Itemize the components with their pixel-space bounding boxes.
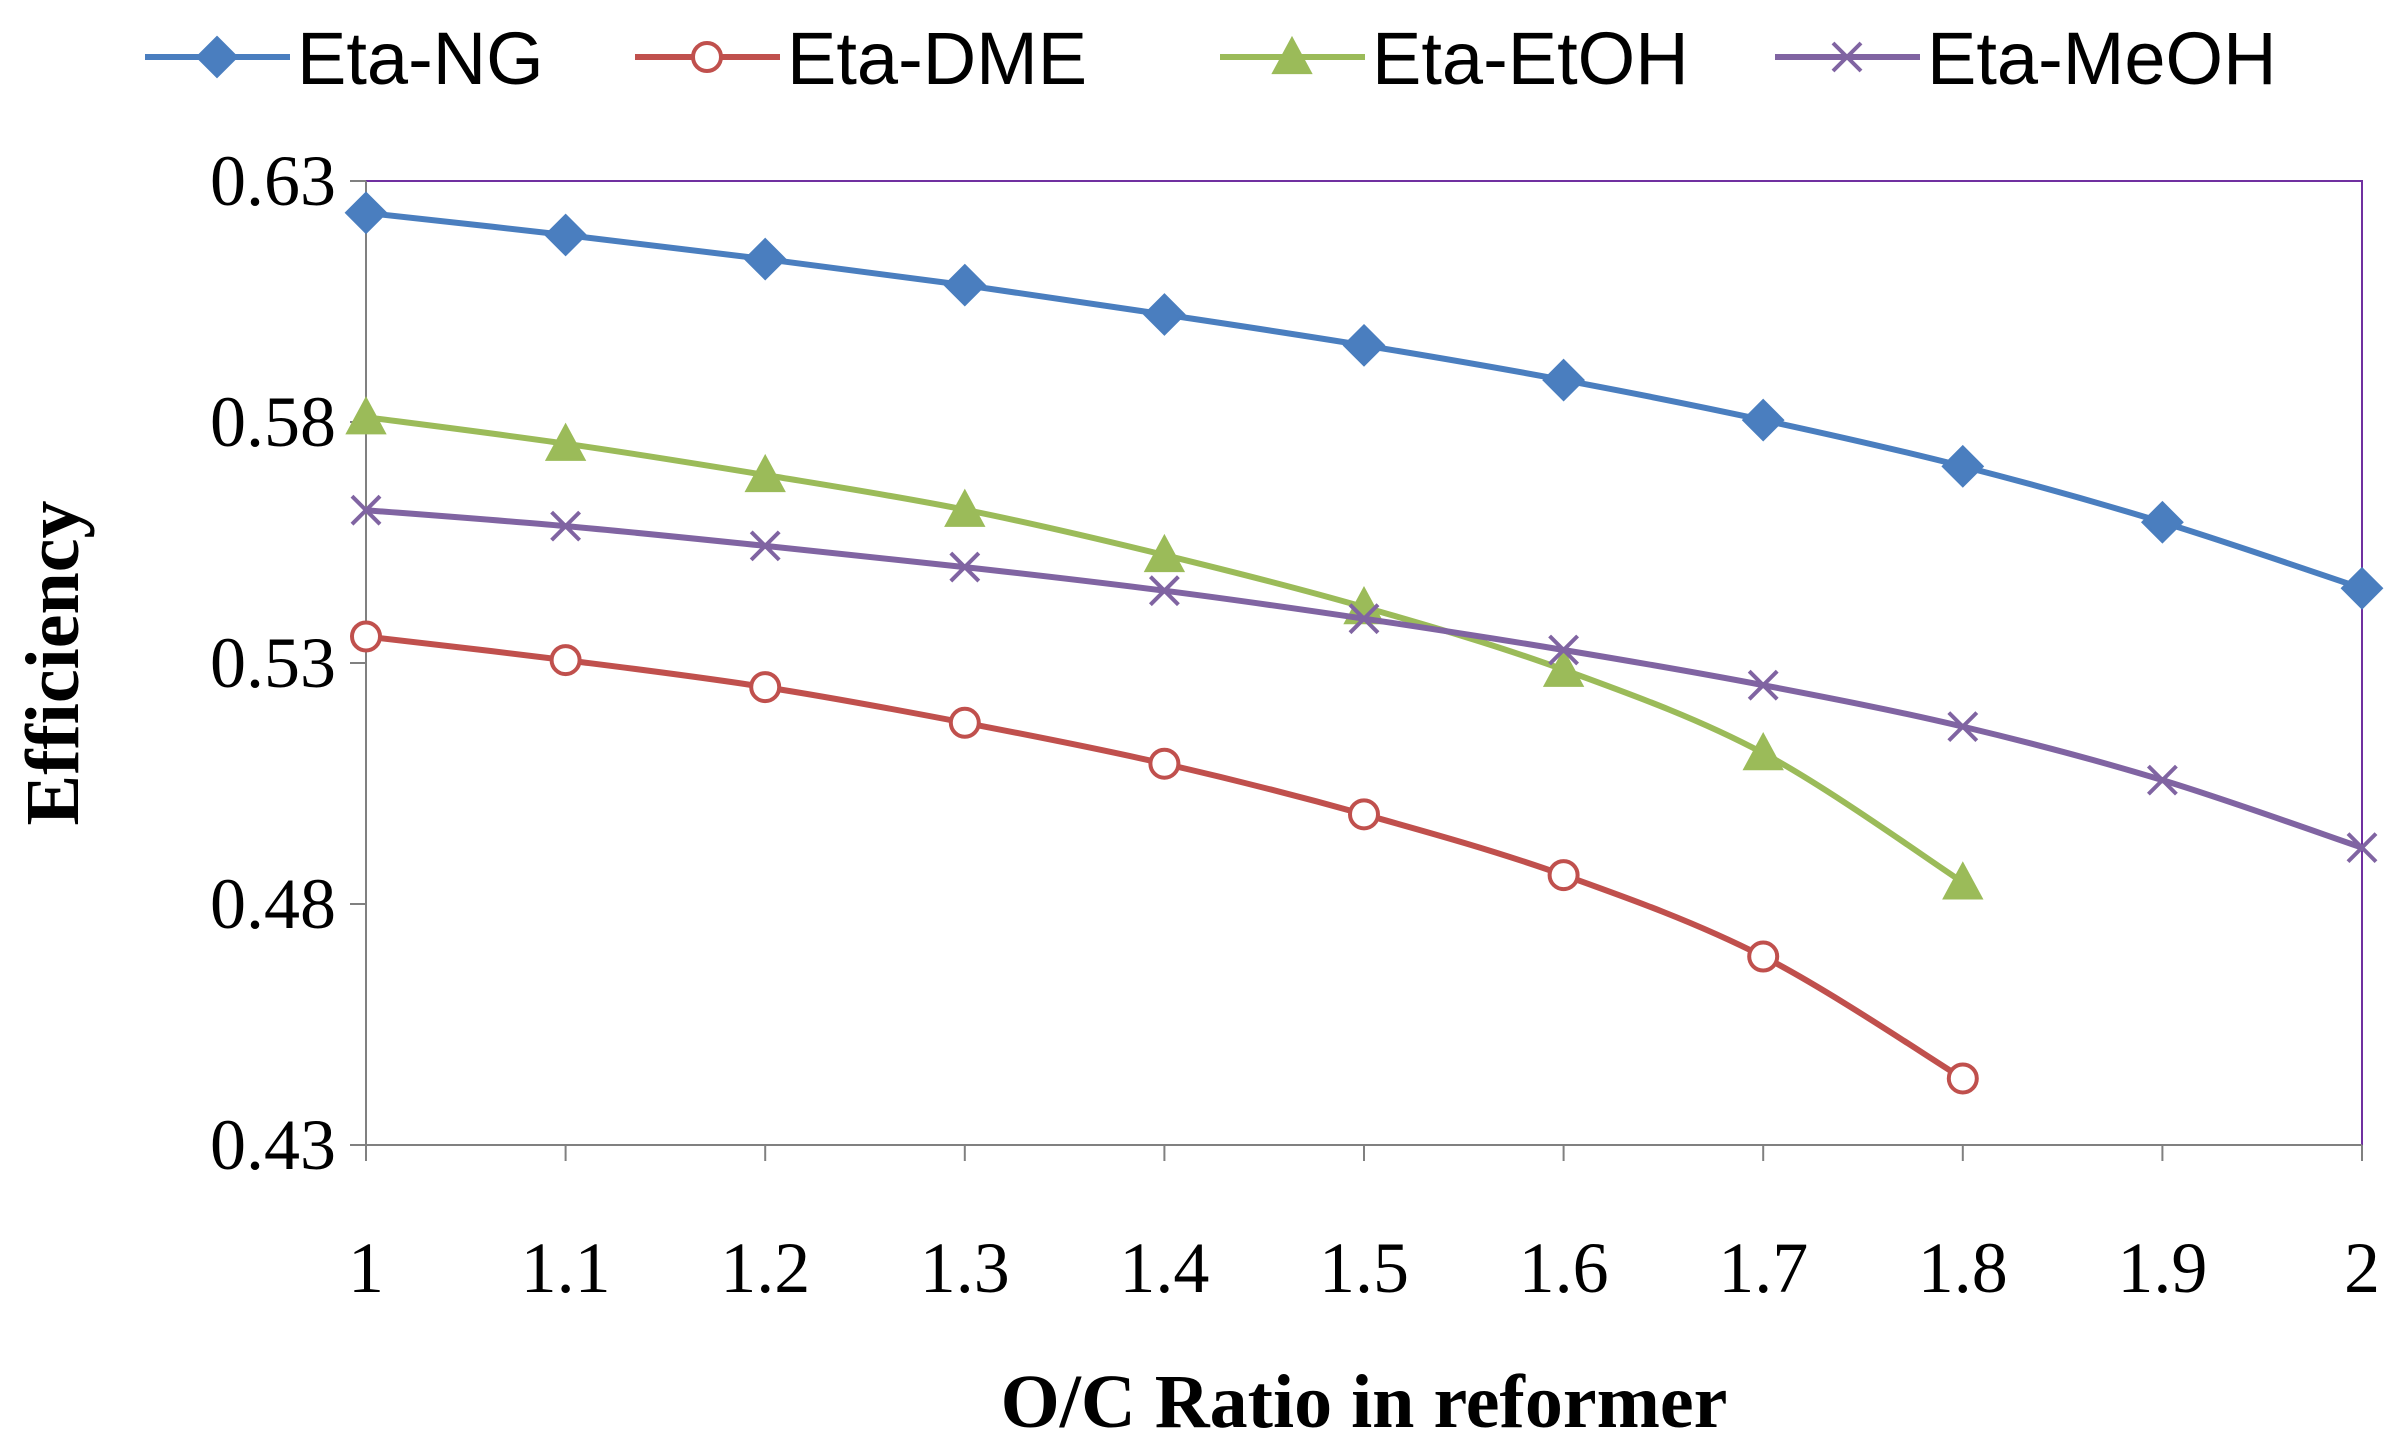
legend-label: Eta-EtOH [1372, 17, 1689, 100]
point-eta-etoh [1143, 533, 1186, 573]
point-eta-meoh [1548, 634, 1580, 666]
legend-marker [195, 35, 239, 79]
point-eta-ng [1941, 444, 1985, 488]
legend: Eta-NG Eta-DME Eta-EtOH Eta-MeOH [145, 17, 2277, 100]
x-tick-label: 1.5 [1319, 1228, 1409, 1308]
x-tick-label: 1.9 [2117, 1228, 2207, 1308]
x-tick-label: 1 [348, 1228, 384, 1308]
point-eta-dme [549, 644, 582, 677]
point-eta-ng [2140, 500, 2184, 544]
x-tick-label: 1.2 [720, 1228, 810, 1308]
x-tick-label: 1.8 [1918, 1228, 2008, 1308]
point-eta-meoh [749, 530, 781, 562]
point-eta-dme [1348, 798, 1380, 831]
x-tick-label: 1.1 [521, 1228, 611, 1308]
point-eta-dme [1148, 747, 1181, 780]
point-eta-ng [1342, 323, 1386, 367]
line-eta-meoh [365, 507, 2363, 851]
x-axis-title: O/C Ratio in reformer [1001, 1360, 1728, 1437]
point-eta-ng [2340, 566, 2384, 610]
series-eta-meoh [350, 494, 2378, 864]
y-tick-label: 0.63 [210, 141, 336, 221]
y-axis-title: Efficiency [11, 500, 95, 825]
point-eta-dme [749, 671, 782, 704]
point-eta-dme [1547, 859, 1580, 892]
point-eta-meoh [1947, 711, 1979, 743]
point-eta-ng [544, 213, 588, 257]
series-eta-dme [350, 620, 1979, 1095]
point-eta-etoh [345, 396, 387, 435]
point-eta-etoh [1542, 648, 1585, 687]
x-tick-label: 2 [2344, 1228, 2380, 1308]
point-eta-etoh [944, 488, 986, 527]
axes: 0.43 0.48 0.53 0.58 0.63 1 1.1 1.2 1.3 1.4 1.5 1.6 1… [210, 141, 2380, 1308]
point-eta-ng [943, 263, 987, 307]
series-eta-etoh [345, 396, 1984, 900]
x-tick-label: 1.4 [1119, 1228, 1209, 1308]
line-eta-etoh [365, 414, 1965, 885]
point-eta-dme [1946, 1062, 1979, 1095]
legend-item-eta-etoh: Eta-EtOH [1220, 17, 1689, 100]
legend-item-eta-ng: Eta-NG [145, 17, 544, 100]
legend-label: Eta-MeOH [1927, 17, 2277, 100]
y-tick-label: 0.48 [210, 864, 336, 944]
point-eta-ng [344, 191, 388, 235]
point-eta-meoh [949, 551, 981, 583]
point-eta-ng [743, 237, 787, 281]
series-eta-ng [344, 191, 2384, 610]
point-eta-dme [948, 706, 981, 739]
x-tick-label: 1.6 [1519, 1228, 1609, 1308]
legend-marker [1271, 35, 1313, 75]
point-eta-etoh [544, 422, 587, 461]
legend-item-eta-meoh: Eta-MeOH [1775, 17, 2277, 100]
point-eta-ng [1741, 398, 1785, 442]
point-eta-meoh [1747, 669, 1779, 701]
legend-item-eta-dme: Eta-DME [635, 17, 1087, 100]
y-tick-label: 0.58 [210, 382, 336, 462]
point-eta-meoh [1348, 603, 1380, 635]
y-tick-label: 0.53 [210, 623, 336, 703]
point-eta-etoh [1742, 732, 1784, 771]
x-tick-label: 1.3 [920, 1228, 1010, 1308]
legend-label: Eta-DME [787, 17, 1087, 100]
point-eta-meoh [1148, 575, 1180, 607]
point-eta-etoh [744, 453, 786, 493]
point-eta-dme [1747, 940, 1780, 973]
legend-marker [691, 41, 723, 73]
line-eta-ng [365, 209, 2363, 592]
line-eta-dme [365, 633, 1965, 1082]
point-eta-ng [1142, 293, 1186, 336]
point-eta-meoh [2146, 764, 2178, 796]
point-eta-etoh [1942, 861, 1984, 900]
point-eta-dme [350, 620, 382, 653]
y-tick-label: 0.43 [210, 1105, 336, 1185]
point-eta-meoh [2346, 832, 2378, 864]
point-eta-ng [1542, 358, 1586, 402]
point-eta-meoh [550, 510, 582, 542]
point-eta-meoh [350, 494, 382, 526]
legend-marker [1831, 41, 1863, 73]
series-layer [344, 191, 2384, 1095]
x-tick-label: 1.7 [1718, 1228, 1808, 1308]
legend-label: Eta-NG [297, 17, 544, 100]
